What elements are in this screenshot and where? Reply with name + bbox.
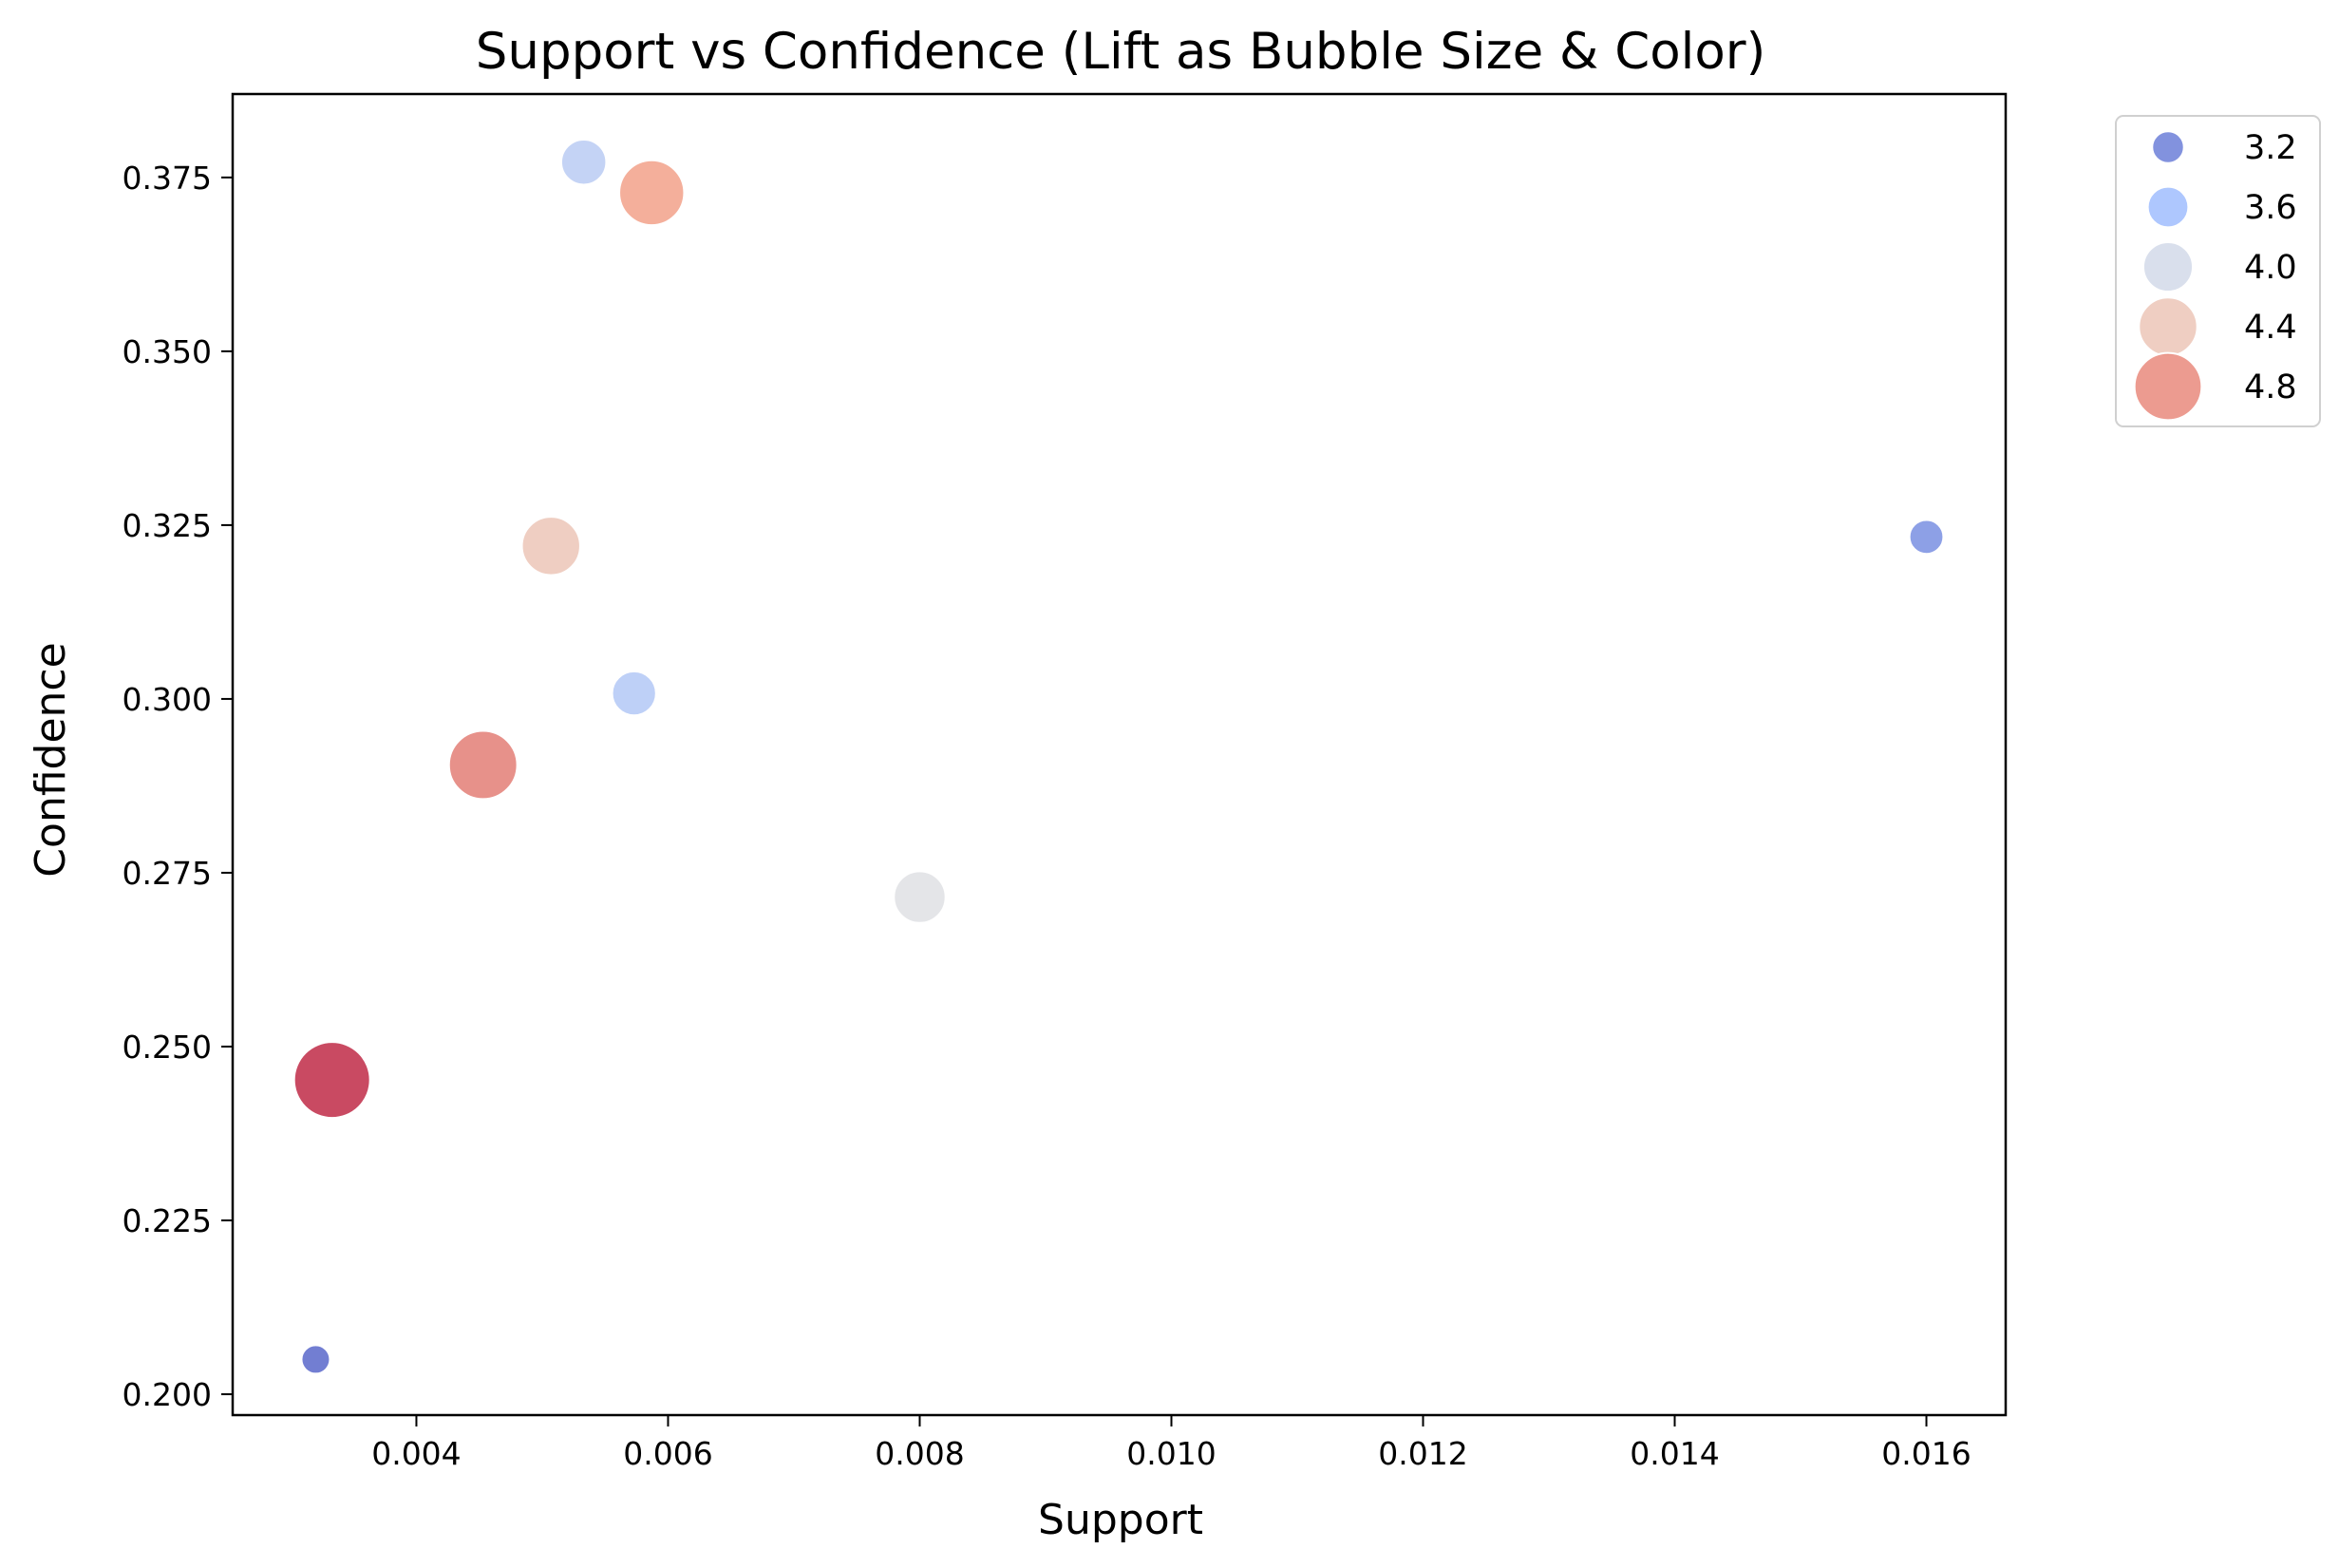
y-tick-label: 0.350	[123, 333, 212, 370]
legend-marker	[2138, 296, 2198, 357]
y-tick-label: 0.275	[123, 855, 212, 892]
data-point	[611, 670, 657, 717]
legend-label: 4.0	[2244, 249, 2297, 287]
legend-label: 3.6	[2244, 189, 2297, 227]
plot-area	[231, 92, 2008, 1417]
legend-label: 3.2	[2244, 129, 2297, 167]
data-point	[1908, 519, 1945, 556]
x-tick-label: 0.016	[1881, 1435, 1971, 1472]
y-tick-label: 0.225	[123, 1202, 212, 1239]
data-point	[300, 1344, 331, 1375]
data-point	[618, 159, 686, 227]
legend-label: 4.8	[2244, 368, 2297, 406]
y-axis: 0.200 0.225 0.250 0.275 0.300 0.325 0.350 0.375	[123, 160, 233, 1413]
x-tick-label: 0.010	[1126, 1435, 1216, 1472]
y-tick-label: 0.250	[123, 1029, 212, 1066]
legend: 3.2 3.6 4.0 4.4 4.8	[2115, 115, 2321, 427]
legend-marker	[2133, 351, 2203, 422]
data-point	[893, 870, 947, 924]
x-tick-label: 0.012	[1378, 1435, 1467, 1472]
x-tick-label: 0.006	[623, 1435, 712, 1472]
data-point	[447, 729, 519, 801]
data-point	[292, 1041, 371, 1120]
legend-marker	[2151, 130, 2185, 164]
x-tick-label: 0.014	[1630, 1435, 1719, 1472]
y-tick-label: 0.200	[123, 1376, 212, 1413]
plot-frame	[231, 92, 2008, 1417]
legend-label: 4.4	[2244, 309, 2297, 347]
y-tick-label: 0.375	[123, 160, 212, 197]
x-tick-label: 0.008	[875, 1435, 964, 1472]
x-tick-label: 0.004	[371, 1435, 461, 1472]
data-point	[520, 516, 581, 576]
y-tick-label: 0.300	[123, 681, 212, 718]
legend-marker	[2146, 185, 2190, 229]
x-axis-label: Support	[1038, 1496, 1203, 1544]
x-axis: 0.004 0.006 0.008 0.010 0.012 0.014 0.016	[371, 1415, 1971, 1472]
data-points	[292, 139, 1945, 1375]
y-axis-label: Confidence	[27, 642, 75, 877]
y-tick-label: 0.325	[123, 507, 212, 544]
legend-marker	[2141, 240, 2195, 293]
chart-title: Support vs Confidence (Lift as Bubble Si…	[476, 23, 1766, 81]
data-point	[559, 139, 608, 186]
